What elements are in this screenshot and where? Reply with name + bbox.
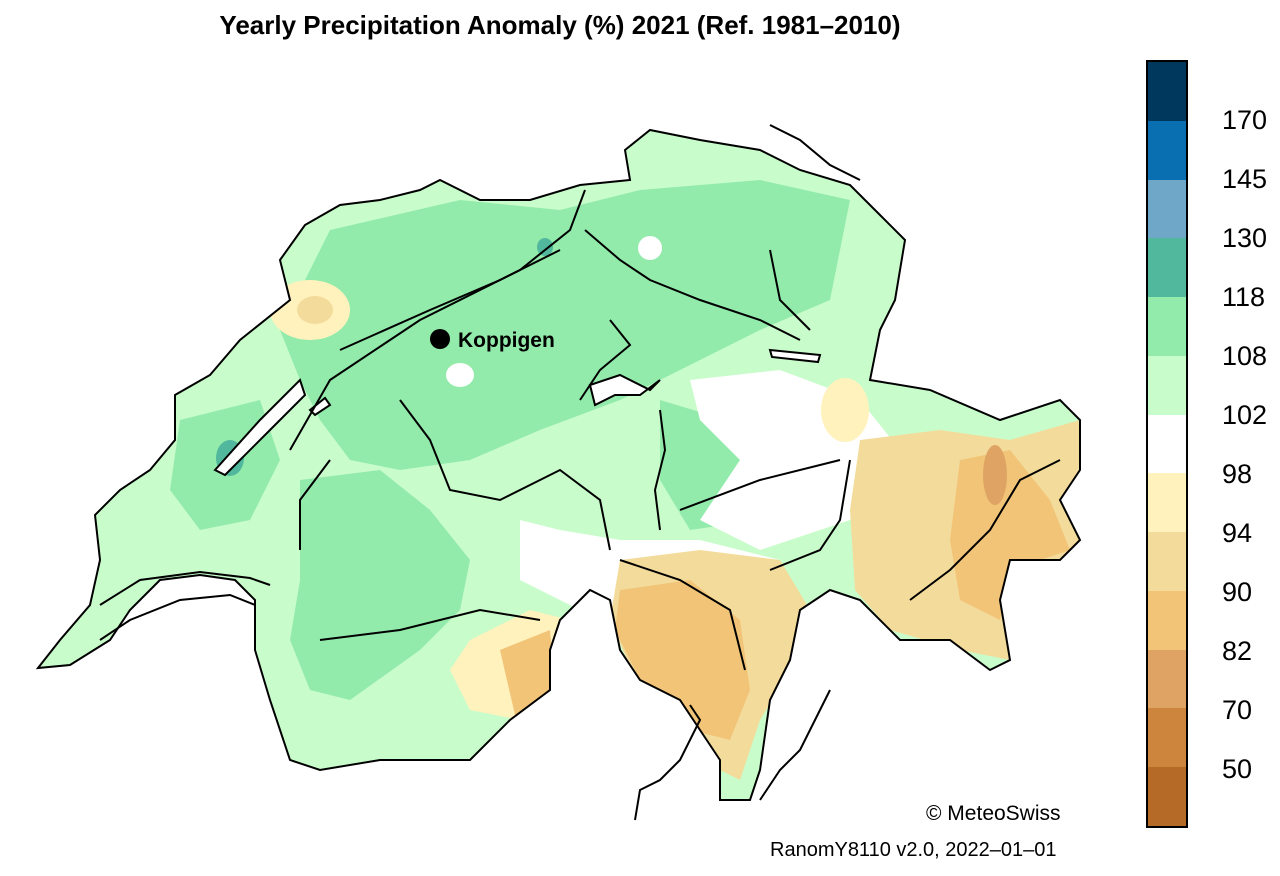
precipitation-anomaly-map: Koppigen	[35, 124, 1082, 821]
colorbar-segment	[1148, 767, 1186, 826]
colorbar-segment	[1148, 414, 1186, 474]
colorbar-label: 82	[1222, 636, 1253, 666]
lake-constance-outline	[769, 124, 861, 181]
product-version-footer: RanomY8110 v2.0, 2022–01–01	[770, 839, 1057, 861]
colorbar-label: 98	[1222, 459, 1253, 489]
lake-lugano	[634, 704, 702, 821]
colorbar-segment	[1148, 708, 1186, 768]
colorbar-label: 94	[1222, 518, 1253, 548]
colorbar-segment	[1148, 532, 1186, 591]
colorbar	[1146, 60, 1188, 828]
class-108-118-west	[290, 470, 470, 700]
regional-boundaries	[289, 189, 1061, 671]
anomaly-field	[38, 130, 1080, 800]
colorbar-label: 108	[1222, 341, 1268, 371]
map-title: Yearly Precipitation Anomaly (%) 2021 (R…	[219, 10, 901, 40]
class-82-90-grisons	[950, 450, 1070, 620]
colorbar-label: 130	[1222, 223, 1268, 253]
lake-geneva-south-outline	[99, 593, 256, 641]
class-82-90-valais	[500, 630, 555, 715]
national-border	[35, 128, 1082, 801]
colorbar-segment	[1148, 62, 1186, 121]
class-98-102-spot-2	[638, 236, 662, 260]
colorbar-label: 118	[1222, 282, 1266, 312]
colorbar-segment	[1148, 238, 1186, 298]
lake-neuchatel	[213, 378, 307, 477]
copyright-credit: © MeteoSwiss	[926, 802, 1061, 825]
class-108-118-north	[280, 180, 850, 470]
colorbar-label: 90	[1222, 577, 1253, 607]
class-118-130-b	[537, 238, 553, 256]
class-90-94-jura	[297, 296, 333, 324]
class-94-98-east	[821, 378, 869, 442]
colorbar-segment	[1148, 590, 1186, 650]
koppigen-station-label: Koppigen	[458, 329, 555, 352]
colorbar-label: 102	[1222, 400, 1268, 430]
colorbar-label: 145	[1222, 164, 1268, 194]
lake-como	[759, 689, 831, 801]
class-70-82-grisons	[983, 445, 1007, 505]
lake-geneva-outline	[99, 570, 271, 606]
colorbar-segment	[1148, 649, 1186, 709]
colorbar-segment	[1148, 355, 1186, 415]
lake-walen	[768, 348, 822, 364]
colorbar-label: 170	[1222, 105, 1268, 135]
koppigen-station-marker	[430, 329, 450, 349]
colorbar-segment	[1148, 473, 1186, 533]
colorbar-segment	[1148, 179, 1186, 239]
colorbar-segment	[1148, 297, 1186, 356]
lake-lucerne	[588, 373, 661, 407]
class-98-102-spot	[446, 363, 474, 387]
colorbar-label: 70	[1222, 695, 1253, 725]
lake-biel	[308, 396, 332, 417]
colorbar-label: 50	[1222, 754, 1253, 784]
colorbar-segment	[1148, 120, 1186, 180]
class-82-90-ticino	[615, 580, 750, 740]
